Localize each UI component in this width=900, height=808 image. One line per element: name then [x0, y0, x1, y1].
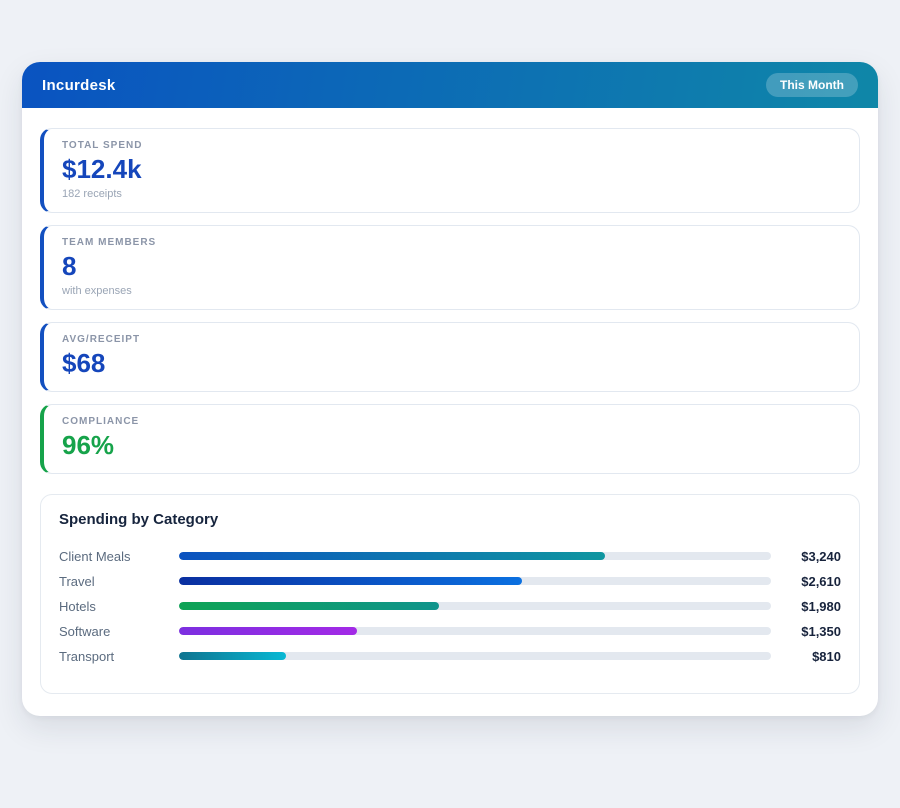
bar-fill	[179, 652, 286, 661]
category-amount: $810	[812, 648, 841, 664]
spend-row-software: Software $1,350	[59, 619, 841, 644]
spend-row-hotels: Hotels $1,980	[59, 594, 841, 619]
bar-track	[179, 552, 771, 561]
category-amount: $2,610	[801, 573, 841, 589]
category-amount: $1,350	[801, 623, 841, 639]
period-filter-pill[interactable]: This Month	[766, 73, 858, 97]
app-title: Incurdesk	[42, 76, 116, 94]
stat-value: $68	[62, 347, 106, 378]
spend-row-travel: Travel $2,610	[59, 569, 841, 594]
stat-value: $12.4k	[62, 154, 142, 184]
bar-fill	[179, 627, 357, 636]
bar-track	[179, 602, 771, 611]
dashboard-content: TOTAL SPEND $12.4k 182 receipts TEAM MEM…	[22, 108, 878, 716]
bar-fill	[179, 602, 440, 611]
stat-label: TOTAL SPEND	[62, 140, 143, 151]
stat-subtext: with expenses	[62, 284, 132, 297]
category-label: Hotels	[59, 598, 96, 614]
category-label: Travel	[59, 573, 95, 589]
dashboard-card: Incurdesk This Month TOTAL SPEND $12.4k …	[22, 62, 878, 716]
stat-card-avg-receipt: AVG/RECEIPT $68	[40, 321, 860, 392]
stat-card-compliance: COMPLIANCE 96%	[40, 403, 860, 474]
category-label: Client Meals	[59, 548, 131, 564]
bar-track	[179, 652, 771, 661]
stat-card-team-members: TEAM MEMBERS 8 with expenses	[40, 224, 860, 310]
bar-fill	[179, 577, 523, 586]
stat-label: AVG/RECEIPT	[62, 333, 141, 345]
bar-fill	[179, 552, 606, 561]
stat-value: 8	[62, 250, 77, 281]
stat-card-total-spend: TOTAL SPEND $12.4k 182 receipts	[40, 128, 860, 213]
category-amount: $1,980	[801, 598, 841, 614]
bar-track	[179, 627, 771, 636]
spending-by-category-card: Spending by Category Client Meals $3,240…	[40, 493, 860, 694]
spending-card-title: Spending by Category	[59, 510, 219, 528]
category-amount: $3,240	[801, 548, 841, 564]
stat-label: TEAM MEMBERS	[62, 236, 157, 248]
category-label: Software	[59, 623, 111, 639]
app-header: Incurdesk This Month	[22, 62, 878, 108]
stat-value: 96%	[62, 429, 115, 460]
stat-label: COMPLIANCE	[62, 415, 140, 427]
spend-row-transport: Transport $810	[59, 644, 841, 669]
category-label: Transport	[59, 648, 115, 664]
spend-row-client-meals: Client Meals $3,240	[59, 544, 841, 569]
bar-track	[179, 577, 771, 586]
stat-subtext: 182 receipts	[62, 187, 122, 200]
